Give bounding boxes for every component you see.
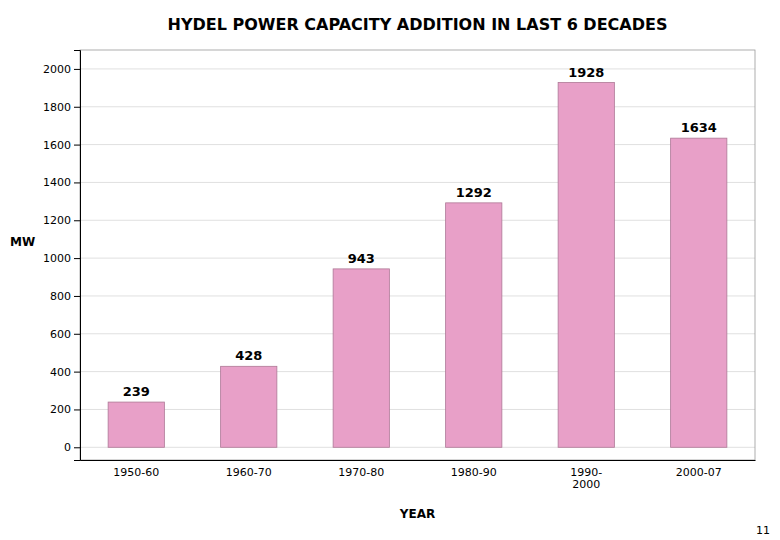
tick-label: 1970-80 [338, 466, 384, 479]
tick-mark [74, 182, 80, 183]
tick-label: 0 [64, 441, 71, 454]
bar [558, 83, 614, 448]
data-label: 428 [235, 348, 262, 363]
tick-mark [74, 447, 80, 448]
grid-line [80, 295, 755, 296]
axis-line [81, 460, 756, 461]
plot: 0 200 400 600 800 1000 1200 1400 1600 1800 2000 195… [43, 50, 756, 491]
tick-label: 1400 [43, 176, 71, 189]
tick-label: 600 [50, 328, 71, 341]
axis-line [74, 51, 81, 461]
bar [221, 366, 277, 447]
tick: 400 [50, 366, 80, 379]
grid-line [80, 409, 755, 410]
annotation: 11 [756, 524, 770, 537]
chart: 0 200 400 600 800 1000 1200 1400 1600 1800 2000 195… [0, 0, 780, 540]
grid-line [80, 258, 755, 259]
tick: 1600 [43, 139, 80, 152]
bars [108, 83, 727, 448]
tick-mark [74, 296, 80, 297]
tick-label: 800 [50, 290, 71, 303]
tick-label: 1990-2000 [570, 466, 602, 492]
grid [80, 69, 755, 447]
grid-line [80, 182, 755, 183]
tick: 1990-2000 [570, 466, 602, 492]
tick-label: 1800 [43, 101, 71, 114]
grid-line [80, 220, 755, 221]
tick-mark [74, 107, 80, 108]
grid-line [80, 447, 755, 448]
tick-label: 2000 [43, 63, 71, 76]
data-label: 1634 [681, 120, 717, 135]
tick: 1800 [43, 101, 80, 114]
tick-mark [74, 145, 80, 146]
grid-line [80, 106, 755, 107]
tick-mark [74, 334, 80, 335]
plot-frame [80, 50, 755, 460]
tick-mark [74, 409, 80, 410]
data-label: 1928 [568, 65, 604, 80]
tick-label: 1950-60 [113, 466, 159, 479]
data-label: 1292 [456, 185, 492, 200]
grid-line [80, 333, 755, 334]
data-label: 943 [348, 251, 375, 266]
data-label: 239 [123, 384, 150, 399]
x-axis-title: YEAR [399, 507, 435, 521]
data-labels: 239 428 943 1292 1928 1634 [123, 65, 717, 400]
tick-label: 1960-70 [226, 466, 272, 479]
bar [108, 402, 164, 447]
tick: 2000-07 [676, 466, 722, 479]
grid-line [80, 144, 755, 145]
x-axis: 1950-60 1960-70 1970-80 1980-90 1990-2000 200… [81, 461, 756, 492]
grid-line [80, 68, 755, 69]
tick-label: 200 [50, 403, 71, 416]
y-axis-title: MW [10, 235, 35, 249]
tick-mark [74, 220, 80, 221]
tick: 800 [50, 290, 80, 303]
bar [671, 138, 727, 447]
tick: 1200 [43, 214, 80, 227]
tick-mark [74, 258, 80, 259]
tick: 200 [50, 403, 80, 416]
bar [446, 203, 502, 447]
tick-label: 1200 [43, 214, 71, 227]
tick-label: 400 [50, 366, 71, 379]
y-axis: 0 200 400 600 800 1000 1200 1400 1600 1800 2000 [43, 51, 81, 461]
title: HYDEL POWER CAPACITY ADDITION IN LAST 6 … [168, 15, 668, 34]
tick-label: 2000-07 [676, 466, 722, 479]
tick-label: 1600 [43, 139, 71, 152]
bar [333, 269, 389, 447]
tick: 0 [64, 441, 80, 454]
tick: 1960-70 [226, 466, 272, 479]
tick: 1980-90 [451, 466, 497, 479]
tick-mark [74, 69, 80, 70]
tick: 1950-60 [113, 466, 159, 479]
tick: 1000 [43, 252, 80, 265]
tick: 600 [50, 328, 80, 341]
tick: 1400 [43, 176, 80, 189]
tick-mark [74, 372, 80, 373]
grid-line [80, 371, 755, 372]
tick: 1970-80 [338, 466, 384, 479]
tick: 2000 [43, 63, 80, 76]
tick-label: 1000 [43, 252, 71, 265]
tick-label: 1980-90 [451, 466, 497, 479]
